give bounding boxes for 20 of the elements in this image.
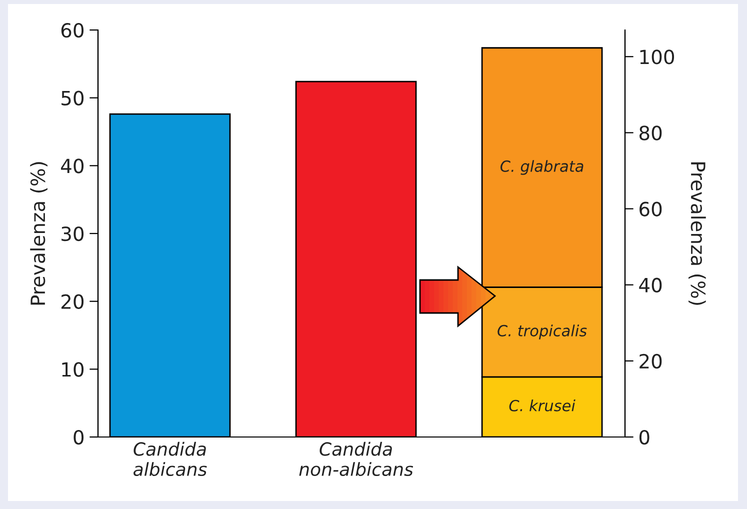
series-label: C. krusei	[509, 400, 576, 412]
y2-tick-label: 0	[639, 430, 650, 445]
y-tick-label: 0	[74, 430, 84, 445]
y-tick-label: 30	[62, 226, 84, 242]
y2-tick-label: 100	[640, 50, 674, 64]
series-label: C. glabrata	[500, 160, 584, 175]
y-tick-label: 10	[62, 362, 84, 377]
x-tick-label: Candida non-albicans	[299, 442, 414, 476]
y-tick-label: 40	[61, 158, 84, 174]
y-tick-label: 50	[62, 90, 84, 106]
series-label: C. tropicalis	[498, 324, 587, 340]
x-tick-label: Candida albicans	[134, 442, 207, 476]
y2-tick-label: 40	[639, 278, 662, 293]
y-axis-title: Prevalenza (%)	[30, 162, 48, 305]
y-tick-label: 60	[61, 22, 84, 38]
y2-tick-label: 60	[640, 202, 662, 216]
y2-tick-label: 20	[640, 354, 662, 369]
y2-tick-label: 80	[640, 126, 662, 140]
y2-axis-title: Prevalenza (%)	[688, 162, 706, 305]
y-tick-label: 20	[61, 294, 84, 309]
